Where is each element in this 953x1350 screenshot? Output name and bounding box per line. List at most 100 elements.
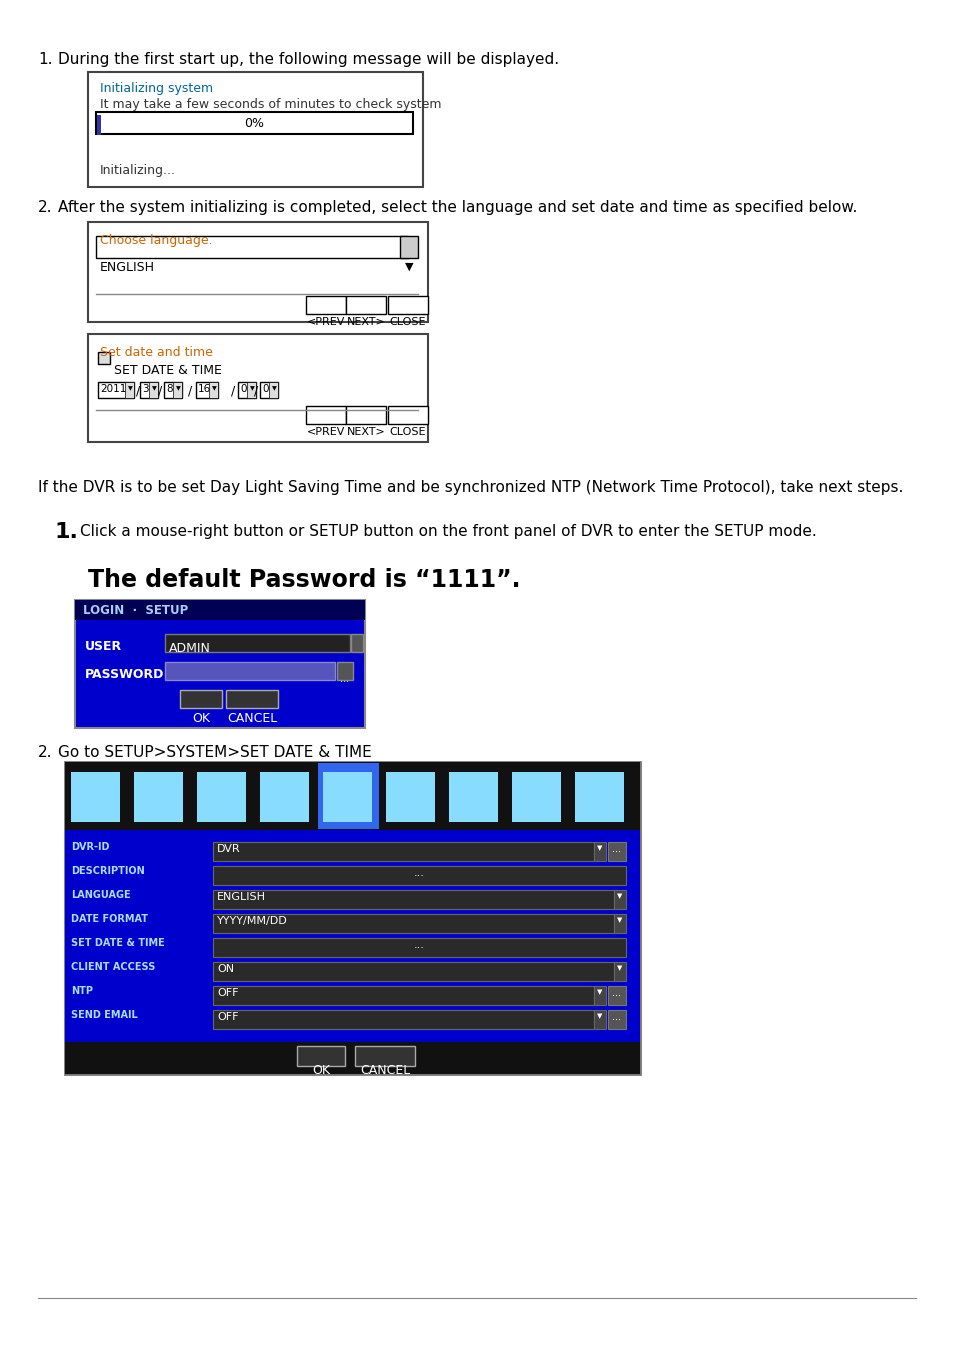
Bar <box>98 352 110 365</box>
Text: /: / <box>231 383 235 397</box>
Text: OK: OK <box>312 1064 330 1077</box>
Bar <box>575 772 623 822</box>
Bar <box>346 296 386 315</box>
Text: ▼: ▼ <box>152 386 156 391</box>
Text: ▼: ▼ <box>404 262 413 271</box>
Text: SEND EMAIL: SEND EMAIL <box>71 1010 137 1021</box>
Text: NEXT>: NEXT> <box>346 317 385 327</box>
Bar <box>213 963 614 981</box>
Text: LOGIN  ·  SETUP: LOGIN · SETUP <box>83 603 188 617</box>
Text: ▼: ▼ <box>617 917 622 923</box>
Text: OK: OK <box>192 711 210 725</box>
Text: 2.: 2. <box>38 745 52 760</box>
Bar <box>614 963 625 981</box>
Bar <box>614 914 625 933</box>
Text: <PREV: <PREV <box>307 317 345 327</box>
Text: LANGUAGE: LANGUAGE <box>71 890 131 900</box>
Text: USER: USER <box>85 640 122 653</box>
Text: DVR-ID: DVR-ID <box>71 842 110 852</box>
Bar <box>213 1010 594 1029</box>
Text: Choose language.: Choose language. <box>100 234 213 247</box>
Bar <box>88 333 428 441</box>
Text: 0%: 0% <box>244 117 264 130</box>
Bar <box>346 406 386 424</box>
Text: ▼: ▼ <box>617 965 622 971</box>
Bar <box>336 662 353 680</box>
Bar <box>306 406 346 424</box>
Bar <box>88 72 422 188</box>
Text: CLIENT ACCESS: CLIENT ACCESS <box>71 963 155 972</box>
Text: Set date and time: Set date and time <box>100 346 213 359</box>
Text: PASSWORD: PASSWORD <box>85 668 164 680</box>
Text: CANCEL: CANCEL <box>359 1064 410 1077</box>
Text: DESCRIPTION: DESCRIPTION <box>71 865 145 876</box>
Text: /: / <box>253 383 258 397</box>
Bar <box>449 772 497 822</box>
Bar <box>96 112 413 134</box>
Text: Go to SETUP>SYSTEM>SET DATE & TIME: Go to SETUP>SYSTEM>SET DATE & TIME <box>58 745 372 760</box>
Text: NTP: NTP <box>71 986 92 996</box>
Text: ▼: ▼ <box>597 990 602 995</box>
Bar <box>180 690 222 707</box>
Bar <box>512 772 560 822</box>
Bar <box>65 761 639 1075</box>
Text: CANCEL: CANCEL <box>227 711 276 725</box>
Text: ON: ON <box>216 964 233 973</box>
Bar <box>355 1046 415 1066</box>
Text: 1.: 1. <box>55 522 79 541</box>
Bar <box>351 634 363 652</box>
Bar <box>213 986 594 1004</box>
Bar <box>269 382 277 398</box>
Text: ▼: ▼ <box>212 386 216 391</box>
Text: After the system initializing is completed, select the language and set date and: After the system initializing is complet… <box>58 200 857 215</box>
Text: 2011: 2011 <box>100 383 126 394</box>
Text: 0: 0 <box>262 383 268 394</box>
Bar <box>196 772 246 822</box>
Bar <box>594 986 605 1004</box>
Text: ▼: ▼ <box>272 386 276 391</box>
Bar <box>140 382 158 398</box>
Text: SET DATE & TIME: SET DATE & TIME <box>113 364 222 377</box>
Text: 0: 0 <box>240 383 246 394</box>
Text: CLOSE: CLOSE <box>390 317 426 327</box>
Bar <box>306 296 346 315</box>
Text: ...: ... <box>612 1012 620 1022</box>
Text: It may take a few seconds of minutes to check system: It may take a few seconds of minutes to … <box>100 99 441 111</box>
Bar <box>125 382 133 398</box>
Bar <box>97 115 101 135</box>
Bar <box>133 772 183 822</box>
Bar <box>213 938 625 957</box>
Text: ...: ... <box>414 940 424 950</box>
Bar <box>195 382 218 398</box>
Text: 16: 16 <box>198 383 211 394</box>
Text: CLOSE: CLOSE <box>390 427 426 437</box>
Bar <box>213 842 594 861</box>
Text: /: / <box>158 383 162 397</box>
Bar <box>213 914 614 933</box>
Bar <box>98 382 133 398</box>
Bar <box>172 382 182 398</box>
Text: ▼: ▼ <box>250 386 254 391</box>
Bar <box>209 382 218 398</box>
Bar <box>65 1042 639 1075</box>
Text: ...: ... <box>612 988 620 998</box>
Bar <box>594 842 605 861</box>
Text: DVR: DVR <box>216 844 240 855</box>
Bar <box>75 599 365 728</box>
Bar <box>323 772 372 822</box>
Bar <box>607 1010 625 1029</box>
Bar <box>386 772 435 822</box>
Bar <box>247 382 255 398</box>
Bar <box>96 236 408 258</box>
Text: ENGLISH: ENGLISH <box>100 261 154 274</box>
Bar <box>594 1010 605 1029</box>
Text: ▼: ▼ <box>597 1012 602 1019</box>
Bar <box>164 382 182 398</box>
Text: ENGLISH: ENGLISH <box>216 892 266 902</box>
Bar <box>317 763 378 829</box>
Text: ...: ... <box>414 868 424 878</box>
Bar <box>88 221 428 323</box>
Bar <box>260 772 309 822</box>
Text: ...: ... <box>340 674 349 684</box>
Bar <box>607 842 625 861</box>
